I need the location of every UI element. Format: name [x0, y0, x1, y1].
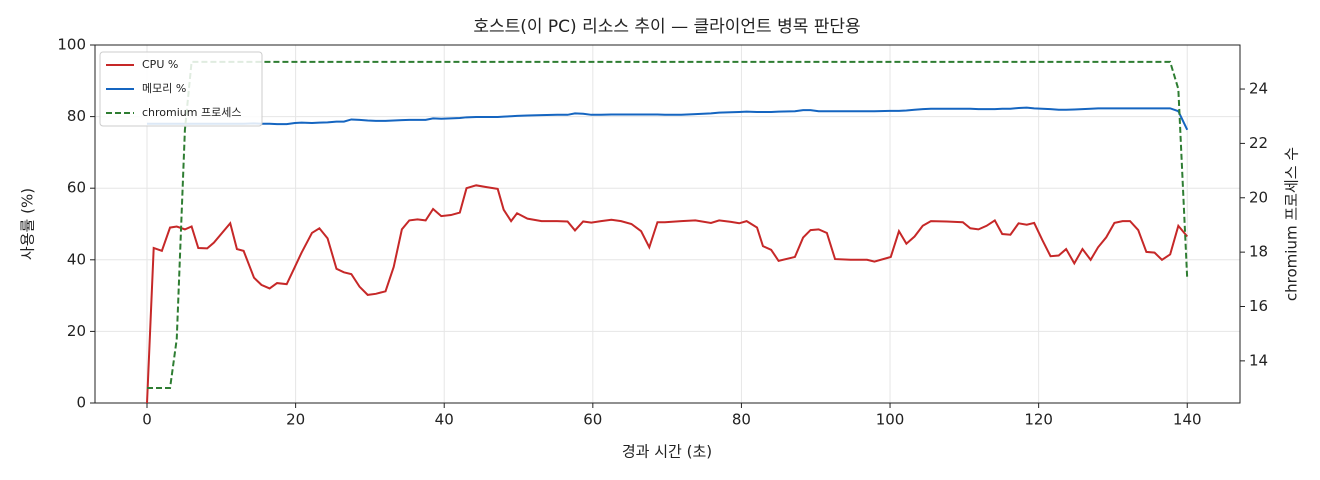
y2-tick-label: 16: [1249, 297, 1268, 315]
series-line: [147, 60, 1189, 390]
y2-tick-label: 24: [1249, 80, 1268, 98]
y-tick-label: 80: [67, 107, 86, 125]
y2-axis-label: chromium 프로세스 수: [1283, 147, 1301, 301]
legend-label: CPU %: [142, 58, 178, 71]
x-tick-label: 80: [732, 411, 751, 429]
y2-tick-label: 20: [1249, 188, 1268, 206]
legend-label: chromium 프로세스: [142, 106, 241, 119]
y-tick-label: 100: [57, 36, 86, 54]
series-line: [146, 184, 1189, 404]
x-tick-label: 20: [286, 411, 305, 429]
y2-tick-label: 18: [1249, 243, 1268, 261]
legend-box: [99, 51, 263, 127]
y-tick-label: 60: [67, 179, 86, 197]
x-tick-label: 140: [1173, 411, 1202, 429]
x-tick-label: 100: [876, 411, 905, 429]
y-tick-label: 40: [67, 250, 86, 268]
y-axis-label: 사용률 (%): [19, 188, 37, 260]
y2-tick-label: 14: [1249, 351, 1268, 369]
x-axis-label: 경과 시간 (초): [622, 443, 712, 461]
y2-tick-label: 22: [1249, 134, 1268, 152]
chart-title: 호스트(이 PC) 리소스 추이 — 클라이언트 병목 판단용: [473, 17, 860, 37]
x-tick-label: 120: [1024, 411, 1053, 429]
x-tick-label: 0: [142, 411, 152, 429]
series-line: [147, 106, 1189, 131]
legend-label: 메모리 %: [142, 82, 186, 95]
plot-frame: [94, 44, 1241, 404]
y-tick-label: 0: [76, 394, 86, 412]
legend: CPU % 메모리 % chromium 프로세스: [99, 51, 263, 127]
y-tick-label: 20: [67, 322, 86, 340]
x-tick-label: 40: [435, 411, 454, 429]
x-tick-label: 60: [583, 411, 602, 429]
